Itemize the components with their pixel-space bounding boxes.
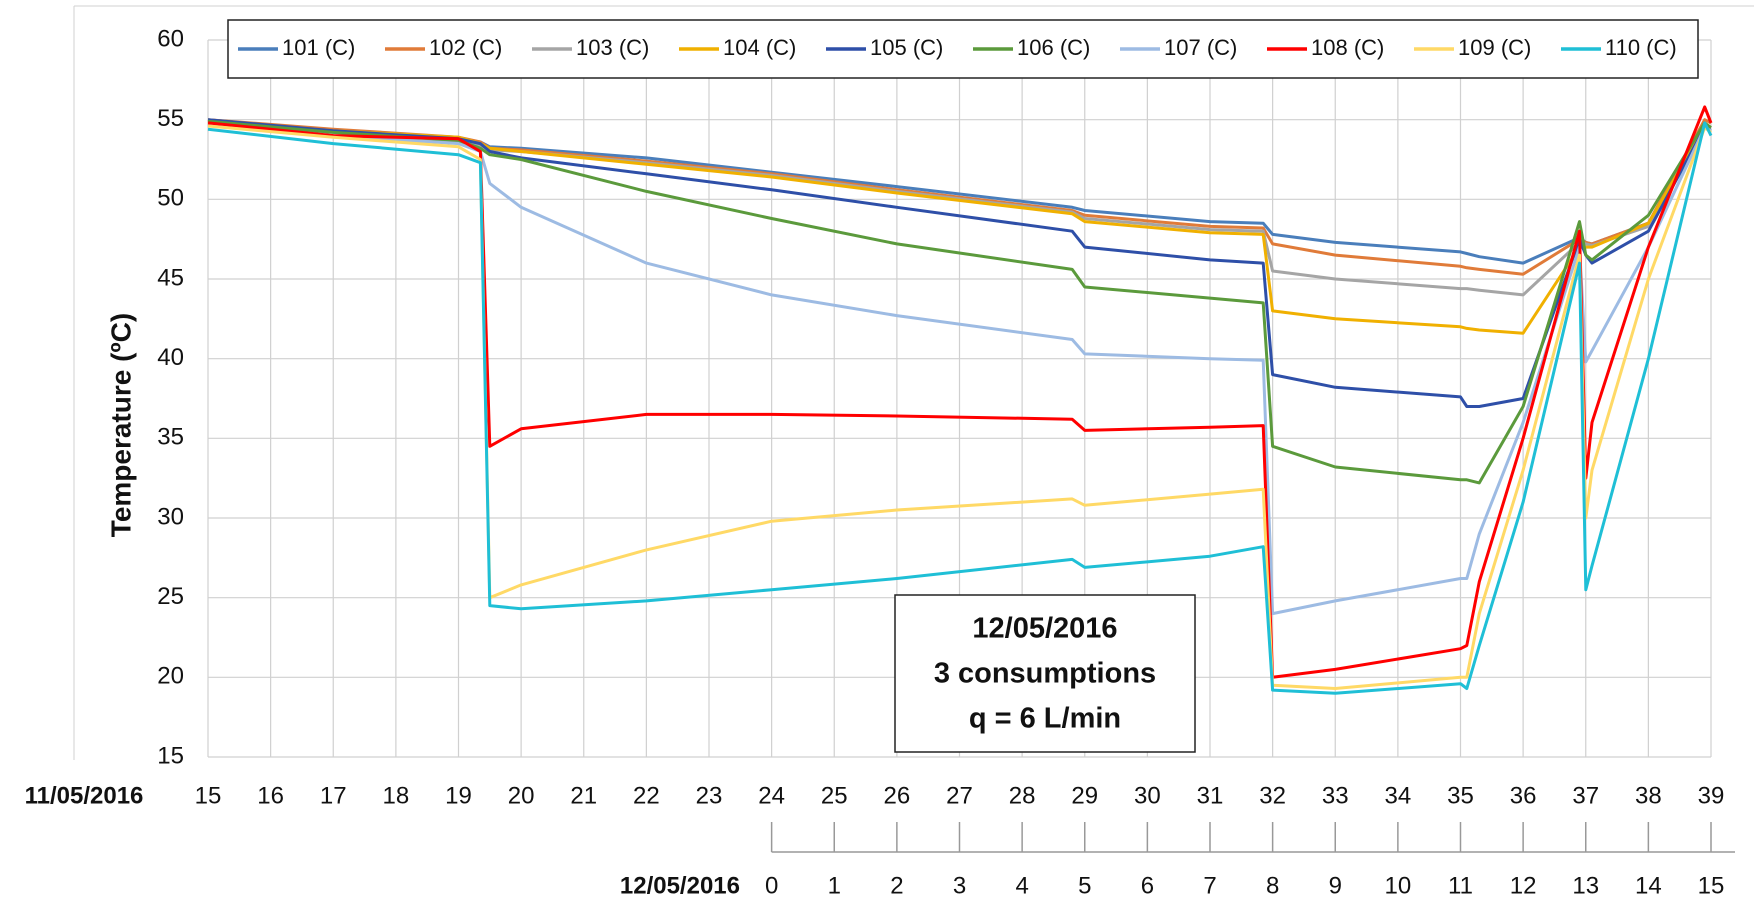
y-tick-label: 50	[157, 185, 184, 212]
x-tick-label: 32	[1259, 782, 1286, 809]
annotation-text: 3 consumptions	[934, 658, 1156, 690]
y-tick-label: 25	[157, 583, 184, 610]
x-tick-label: 39	[1698, 782, 1725, 809]
legend-label: 101 (C)	[282, 35, 355, 60]
x2-axis-title: 12/05/2016	[620, 872, 740, 899]
x-tick-label: 36	[1510, 782, 1537, 809]
y-tick-label: 45	[157, 264, 184, 291]
x-tick-label: 26	[884, 782, 911, 809]
x-tick-label: 17	[320, 782, 347, 809]
legend-label: 102 (C)	[429, 35, 502, 60]
x-tick-label: 23	[696, 782, 723, 809]
x-tick-label: 20	[508, 782, 535, 809]
legend-label: 108 (C)	[1311, 35, 1384, 60]
x-tick-label: 16	[257, 782, 284, 809]
legend-label: 109 (C)	[1458, 35, 1531, 60]
x2-tick-label: 9	[1329, 872, 1342, 899]
x2-tick-label: 6	[1141, 872, 1154, 899]
x-tick-label: 15	[195, 782, 222, 809]
x-tick-label: 27	[946, 782, 973, 809]
x2-tick-label: 0	[765, 872, 778, 899]
x-tick-label: 29	[1071, 782, 1098, 809]
legend-label: 105 (C)	[870, 35, 943, 60]
annotation-box	[894, 594, 1196, 753]
y-tick-label: 40	[157, 344, 184, 371]
x-tick-label: 25	[821, 782, 848, 809]
x-tick-label: 33	[1322, 782, 1349, 809]
x-tick-label: 22	[633, 782, 660, 809]
series-line	[207, 119, 1712, 485]
x-tick-label: 28	[1009, 782, 1036, 809]
y-tick-label: 60	[157, 25, 184, 52]
x2-tick-label: 2	[890, 872, 903, 899]
series-line	[207, 121, 1713, 695]
x-tick-label: 19	[445, 782, 472, 809]
x-tick-label: 31	[1197, 782, 1224, 809]
x2-tick-label: 15	[1698, 872, 1725, 899]
x2-tick-label: 8	[1266, 872, 1279, 899]
x2-tick-label: 10	[1385, 872, 1412, 899]
annotation-text: q = 6 L/min	[969, 703, 1121, 735]
y-tick-label: 20	[157, 663, 184, 690]
x-tick-label: 24	[758, 782, 785, 809]
y-axis-title: Temperature (ºC)	[105, 313, 136, 537]
x2-tick-label: 7	[1203, 872, 1216, 899]
x-tick-label: 21	[570, 782, 597, 809]
x-tick-label: 30	[1134, 782, 1161, 809]
y-tick-label: 35	[157, 424, 184, 451]
x-tick-label: 18	[383, 782, 410, 809]
y-tick-label: 15	[157, 742, 184, 769]
legend-label: 104 (C)	[723, 35, 796, 60]
x2-tick-label: 13	[1572, 872, 1599, 899]
x-tick-label: 38	[1635, 782, 1662, 809]
legend-label: 103 (C)	[576, 35, 649, 60]
x2-tick-label: 14	[1635, 872, 1662, 899]
x-tick-label: 37	[1572, 782, 1599, 809]
x-tick-label: 34	[1385, 782, 1412, 809]
x-axis-title: 11/05/2016	[25, 782, 144, 809]
x2-tick-label: 1	[828, 872, 841, 899]
legend-label: 107 (C)	[1164, 35, 1237, 60]
x2-tick-label: 12	[1510, 872, 1537, 899]
annotation-text: 12/05/2016	[972, 613, 1117, 645]
x2-tick-label: 5	[1078, 872, 1091, 899]
x-tick-label: 35	[1447, 782, 1474, 809]
x2-tick-label: 4	[1015, 872, 1028, 899]
y-tick-label: 55	[157, 105, 184, 132]
y-tick-label: 30	[157, 503, 184, 530]
x2-tick-label: 11	[1448, 872, 1473, 899]
x2-tick-label: 3	[953, 872, 966, 899]
series-line	[207, 122, 1712, 616]
legend-label: 110 (C)	[1605, 35, 1677, 60]
legend-label: 106 (C)	[1017, 35, 1090, 60]
